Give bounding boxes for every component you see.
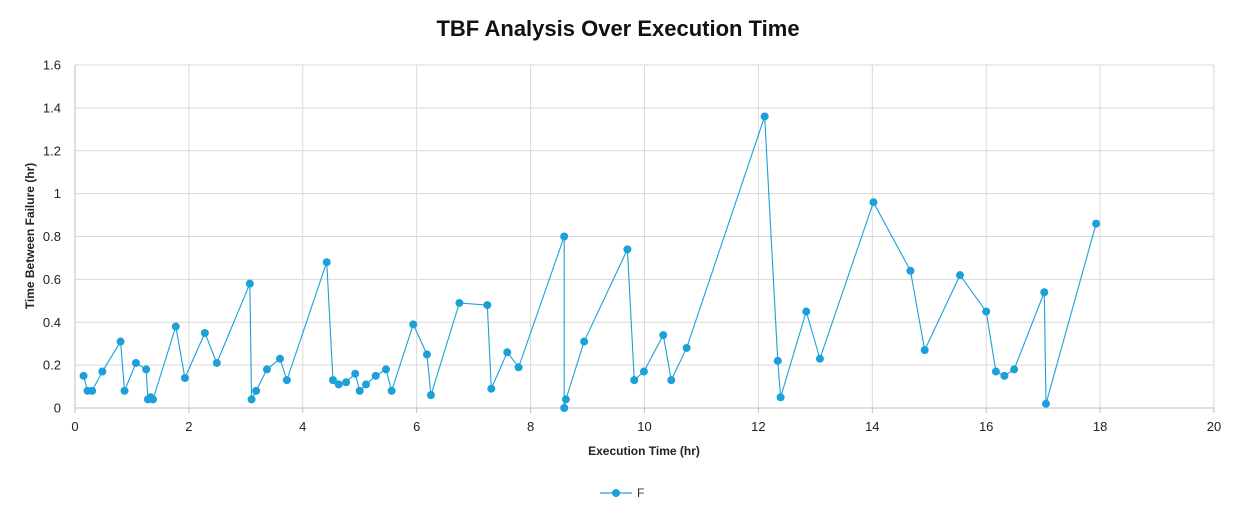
data-point (276, 354, 285, 363)
data-point (1000, 371, 1009, 380)
data-point (560, 404, 569, 412)
data-point (245, 279, 254, 288)
x-axis-label: Execution Time (hr) (588, 444, 700, 458)
data-point (409, 320, 418, 329)
legend-marker-swatch (612, 489, 620, 497)
y-axis-label: Time Between Failure (hr) (23, 163, 37, 309)
data-point (639, 367, 648, 376)
data-point (760, 112, 769, 121)
x-tick-label: 20 (1207, 419, 1221, 434)
x-tick-label: 12 (751, 419, 765, 434)
data-point (1010, 365, 1019, 374)
chart-title: TBF Analysis Over Execution Time (436, 16, 799, 41)
data-point (116, 337, 125, 346)
y-tick-label: 1 (54, 186, 61, 201)
data-point (252, 386, 261, 395)
data-point (455, 298, 464, 307)
data-point (815, 354, 824, 363)
data-point (982, 307, 991, 316)
gridlines (75, 64, 1215, 408)
data-point (776, 393, 785, 402)
x-tick-label: 18 (1093, 419, 1107, 434)
data-point (262, 365, 271, 374)
legend: F (600, 486, 644, 500)
x-tick-label: 0 (71, 419, 78, 434)
data-point (1040, 288, 1049, 297)
data-point (422, 350, 431, 359)
data-point (487, 384, 496, 393)
data-point (120, 386, 129, 395)
data-point (906, 266, 915, 275)
y-tick-label: 0 (54, 401, 61, 416)
data-point (355, 386, 364, 395)
x-tick-label: 6 (413, 419, 420, 434)
data-point (991, 367, 1000, 376)
data-point (426, 391, 435, 400)
data-point (920, 346, 929, 355)
data-point (869, 198, 878, 207)
data-point (142, 365, 151, 374)
data-point (98, 367, 107, 376)
x-tick-label: 14 (865, 419, 879, 434)
data-point (623, 245, 632, 254)
data-point (79, 371, 88, 380)
series-f (79, 112, 1101, 412)
y-tick-label: 0.8 (43, 229, 61, 244)
x-tick-label: 16 (979, 419, 993, 434)
data-point (514, 363, 523, 372)
y-tick-label: 0.2 (43, 358, 61, 373)
data-point (212, 358, 221, 367)
data-point (351, 369, 360, 378)
data-point (387, 386, 396, 395)
y-tick-label: 1.2 (43, 143, 61, 158)
data-point (88, 386, 97, 395)
data-point (200, 328, 209, 337)
x-tick-label: 4 (299, 419, 306, 434)
data-point (381, 365, 390, 374)
data-point (247, 395, 256, 404)
y-tick-label: 1.6 (43, 58, 61, 73)
data-point (328, 376, 337, 385)
data-point (131, 358, 140, 367)
data-point (180, 373, 189, 382)
data-point (1041, 399, 1050, 408)
data-point (956, 271, 965, 280)
data-point (682, 343, 691, 352)
data-point (362, 380, 371, 389)
y-tick-label: 1.4 (43, 100, 61, 115)
data-point (659, 331, 668, 340)
data-point (322, 258, 331, 267)
data-point (334, 380, 343, 389)
data-point (342, 378, 351, 387)
data-point (561, 395, 570, 404)
x-tick-label: 8 (527, 419, 534, 434)
data-point (483, 301, 492, 310)
data-point (282, 376, 291, 385)
data-point (371, 371, 380, 380)
data-point (171, 322, 180, 331)
x-tick-label: 10 (637, 419, 651, 434)
y-tick-label: 0.4 (43, 315, 61, 330)
data-point (773, 356, 782, 365)
legend-label-f: F (637, 486, 644, 500)
y-tick-label: 0.6 (43, 272, 61, 287)
tick-labels: 0 0.2 0.4 0.6 0.8 1 1.2 1.4 1.6 0 2 4 6 8 10 12 14 16 18 20 (43, 58, 1221, 435)
data-point (667, 376, 676, 385)
x-tick-label: 2 (185, 419, 192, 434)
series-line (83, 116, 1097, 409)
data-point (802, 307, 811, 316)
axes (74, 65, 1215, 413)
data-point (149, 395, 158, 404)
data-point (630, 376, 639, 385)
data-point (1092, 219, 1101, 228)
data-point (560, 232, 569, 241)
data-point (503, 348, 512, 357)
data-point (580, 337, 589, 346)
